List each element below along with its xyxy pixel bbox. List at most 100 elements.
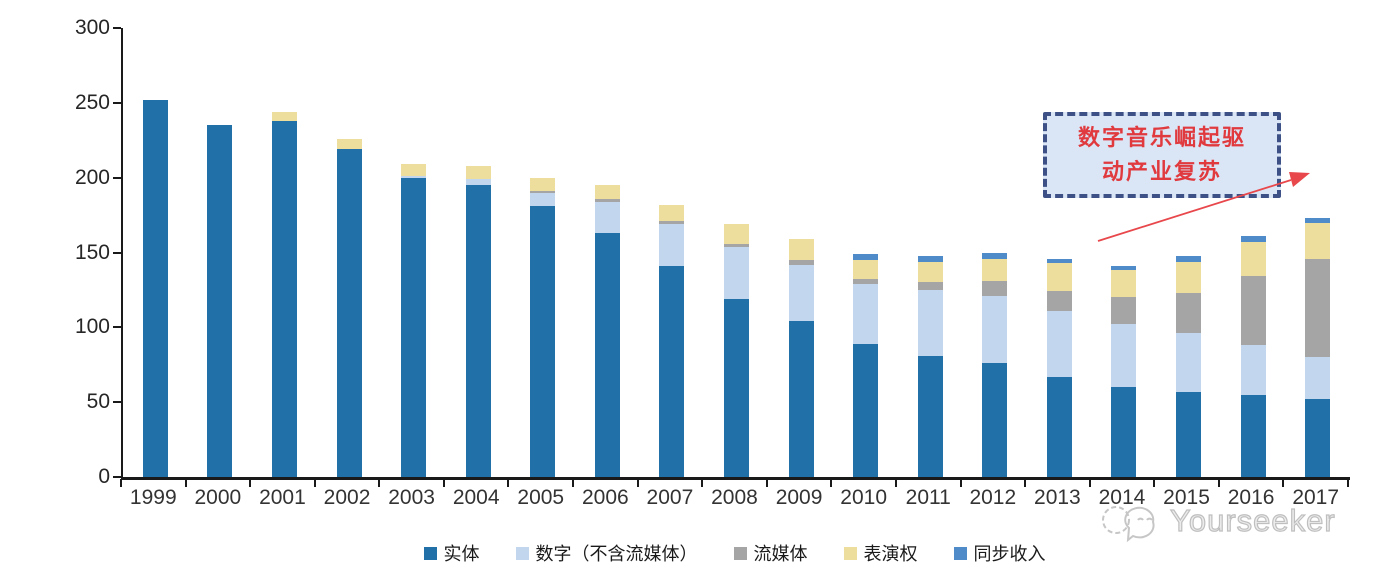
x-tick-label: 2009: [775, 486, 823, 509]
bar-segment: [1176, 292, 1202, 334]
cat-icon: [1102, 506, 1155, 543]
bar-segment: [401, 164, 427, 177]
bar-2008: [724, 224, 749, 477]
bar-2003: [401, 164, 427, 477]
x-tick-label: 2015: [1163, 486, 1210, 509]
x-tick-label: 2017: [1292, 486, 1340, 509]
bar-segment: [788, 239, 814, 261]
bar-2013: [1046, 258, 1072, 477]
y-tick-mark: [113, 401, 121, 404]
y-tick-mark: [113, 476, 121, 478]
bar-segment: [788, 260, 814, 265]
bar-segment: [271, 120, 297, 477]
bar-segment: [1305, 399, 1331, 477]
x-tick-mark: [442, 479, 445, 487]
x-tick-mark: [120, 479, 122, 487]
bar-segment: [788, 321, 814, 477]
x-tick-label: 2008: [711, 486, 758, 509]
bar-segment: [1046, 258, 1072, 264]
legend-swatch: [953, 546, 967, 560]
bar-2012: [982, 252, 1008, 477]
x-tick-label: 2000: [194, 486, 242, 509]
bar-2005: [530, 177, 556, 477]
annotation-line2: 动产业复苏: [1101, 159, 1222, 184]
x-tick-label: 2004: [452, 486, 500, 509]
x-axis-labels: 1999 2000 2001 2002 2003 2004 2005 2006 2007 2008…: [121, 486, 1348, 512]
x-tick-mark: [701, 479, 704, 487]
x-tick-label: 2003: [388, 486, 435, 509]
bar-segment: [1046, 310, 1072, 377]
x-tick-mark: [1088, 479, 1091, 487]
legend-swatch: [733, 546, 747, 560]
bar-segment: [917, 282, 943, 290]
x-tick-label: 2006: [581, 486, 629, 509]
bar-segment: [1305, 222, 1331, 259]
x-tick-label: 2002: [323, 486, 371, 509]
y-tick-label: 200: [74, 165, 110, 189]
y-tick-label: 250: [74, 90, 110, 114]
y-axis-labels: 0 50 100 150 200 250 300: [0, 16, 110, 488]
bar-segment: [594, 233, 620, 477]
x-tick-label: 2013: [1034, 486, 1081, 509]
annotation-line1: 数字音乐崛起驱: [1077, 125, 1246, 150]
bar-segment: [982, 258, 1008, 281]
bar-segment: [1176, 255, 1202, 262]
legend-label: 实体: [443, 544, 480, 564]
bar-segment: [336, 138, 362, 150]
annotation-box: 数字音乐崛起驱 动产业复苏: [1043, 112, 1281, 198]
bar-segment: [530, 206, 556, 477]
bar-2000: [207, 125, 233, 477]
x-tick-mark: [572, 479, 575, 487]
legend-label: 流媒体: [753, 544, 808, 564]
legend-label: 数字（不含流媒体）: [535, 544, 698, 564]
bar-segment: [982, 363, 1008, 477]
bar-segment: [336, 149, 362, 477]
x-tick-mark: [313, 479, 316, 487]
bar-segment: [1046, 291, 1072, 311]
legend-item: 数字（不含流媒体）: [515, 540, 698, 566]
bar-segment: [724, 243, 749, 247]
bar-segment: [594, 201, 620, 234]
bar-segment: [659, 265, 685, 477]
bar-segment: [1305, 357, 1331, 400]
y-tick-mark: [113, 326, 121, 329]
y-tick-label: 100: [74, 315, 110, 339]
x-tick-label: 2007: [646, 486, 694, 509]
x-tick-mark: [507, 479, 510, 487]
bar-segment: [982, 252, 1008, 259]
bar-2016: [1240, 236, 1266, 477]
bar-segment: [853, 260, 879, 280]
x-tick-label: 2016: [1227, 486, 1275, 509]
bar-segment: [1305, 218, 1331, 223]
bar-segment: [1111, 270, 1137, 298]
bar-segment: [1111, 297, 1137, 325]
bar-segment: [853, 279, 879, 284]
bar-2004: [465, 165, 491, 477]
bar-segment: [1111, 324, 1137, 388]
x-tick-label: 2010: [840, 486, 887, 509]
bar-segment: [659, 204, 685, 222]
x-tick-mark: [1282, 479, 1285, 487]
x-tick-mark: [830, 479, 833, 487]
x-tick-label: 2014: [1098, 486, 1146, 509]
x-tick-label: 2012: [969, 486, 1017, 509]
legend-swatch: [423, 546, 437, 560]
bar-segment: [1046, 263, 1072, 292]
bar-2015: [1176, 255, 1202, 477]
bar-segment: [853, 254, 879, 260]
bar-2010: [853, 254, 879, 477]
bar-2014: [1111, 265, 1137, 477]
bar-2007: [659, 204, 685, 477]
bar-segment: [853, 343, 879, 477]
x-tick-mark: [378, 479, 381, 487]
bar-segment: [594, 185, 620, 199]
x-tick-mark: [1347, 479, 1349, 487]
y-tick-label: 50: [86, 390, 110, 414]
bar-segment: [594, 198, 620, 202]
legend-item: 同步收入: [953, 540, 1046, 566]
x-tick-mark: [959, 479, 962, 487]
x-tick-mark: [1153, 479, 1156, 487]
x-tick-mark: [765, 479, 768, 487]
bar-segment: [788, 264, 814, 322]
bar-segment: [1111, 387, 1137, 477]
